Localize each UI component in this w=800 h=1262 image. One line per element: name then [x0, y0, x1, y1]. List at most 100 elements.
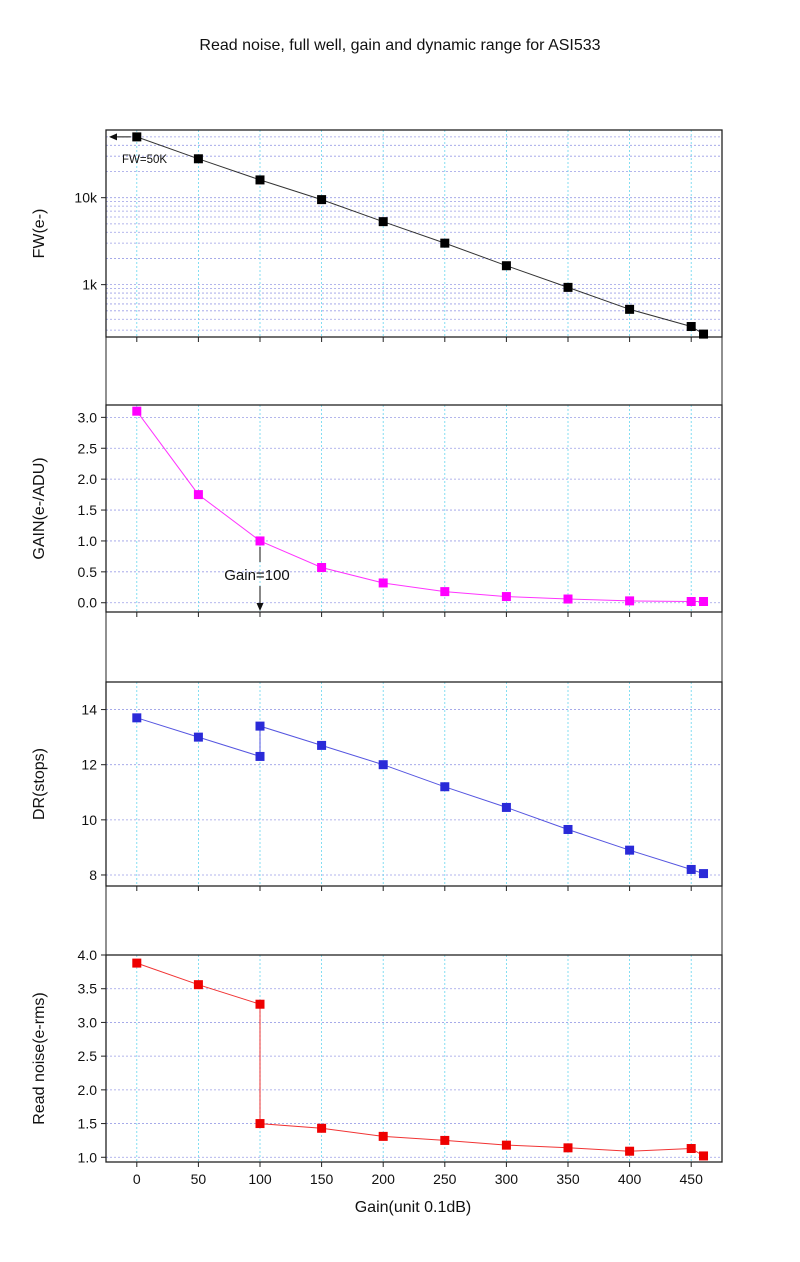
- y-axis-label: GAIN(e-/ADU): [31, 457, 48, 559]
- panel-gap-frame: [105, 611, 723, 683]
- panel-gap-frame: [105, 885, 723, 956]
- y-tick-label: 14: [81, 702, 97, 718]
- y-axis-label: Read noise(e-rms): [31, 992, 48, 1124]
- x-tick-label: 300: [495, 1171, 519, 1187]
- data-point: [625, 845, 635, 855]
- data-point: [255, 536, 265, 546]
- data-point: [378, 760, 388, 770]
- panel-gain: 0.0 0.5 1.0 1.5 2.0 2.5 3.0 GAIN(e-/ADU) Gain=10…: [31, 404, 723, 617]
- data-point: [563, 1143, 573, 1153]
- data-point: [317, 195, 327, 205]
- data-point: [255, 721, 265, 731]
- x-tick-label: 0: [133, 1171, 141, 1187]
- y-tick-label: 2.0: [78, 1082, 98, 1098]
- data-point: [625, 1146, 635, 1156]
- data-point: [440, 1135, 450, 1145]
- y-tick-label: 12: [81, 757, 97, 773]
- data-point: [699, 1151, 709, 1161]
- data-point: [699, 596, 709, 606]
- y-tick-label: 8: [89, 867, 97, 883]
- data-point: [563, 824, 573, 834]
- chart-title: Read noise, full well, gain and dynamic …: [199, 37, 600, 54]
- y-tick-label: 10k: [74, 190, 98, 206]
- y-tick-label: 4.0: [78, 947, 98, 963]
- data-point: [132, 958, 142, 968]
- data-point: [501, 261, 511, 271]
- y-tick-label: 2.0: [78, 471, 98, 487]
- plot-frame: [105, 404, 723, 613]
- x-axis-label: Gain(unit 0.1dB): [355, 1199, 472, 1216]
- y-tick-label: 2.5: [78, 1048, 98, 1064]
- data-point: [440, 587, 450, 597]
- data-point: [625, 596, 635, 606]
- x-tick-label: 400: [618, 1171, 642, 1187]
- data-point: [563, 282, 573, 292]
- annotation-arrowhead: [256, 603, 264, 611]
- x-tick-label: 50: [191, 1171, 207, 1187]
- data-point: [378, 1131, 388, 1141]
- data-point: [132, 132, 142, 142]
- series-line: [136, 410, 704, 602]
- data-point: [686, 864, 696, 874]
- data-point: [193, 154, 203, 164]
- data-point: [699, 329, 709, 339]
- panel-rn: 1.0 1.5 2.0 2.5 3.0 3.5 4.0 Read noise(e-rms): [31, 947, 723, 1167]
- y-tick-label: 1.0: [78, 1149, 98, 1165]
- annotation-arrowhead: [109, 133, 117, 141]
- y-tick-label: 3.0: [78, 1014, 98, 1030]
- y-tick-label: 3.5: [78, 981, 98, 997]
- x-tick-label: 200: [372, 1171, 396, 1187]
- panel-dr: 8 10 12 14 DR(stops): [31, 681, 723, 891]
- x-tick-label: 350: [556, 1171, 580, 1187]
- data-point: [255, 1119, 265, 1129]
- y-tick-label: 2.5: [78, 440, 98, 456]
- data-point: [132, 713, 142, 723]
- y-tick-label: 1k: [82, 277, 98, 293]
- x-tick-label: 250: [433, 1171, 457, 1187]
- data-point: [317, 740, 327, 750]
- data-point: [686, 322, 696, 332]
- data-point: [255, 999, 265, 1009]
- y-tick-label: 0.5: [78, 564, 98, 580]
- x-tick-label: 150: [310, 1171, 334, 1187]
- y-tick-label: 1.5: [78, 1116, 98, 1132]
- x-tick-label: 450: [680, 1171, 704, 1187]
- data-point: [625, 304, 635, 314]
- data-point: [193, 490, 203, 500]
- panel-gap-frame: [105, 336, 723, 406]
- x-tick-label: 100: [248, 1171, 272, 1187]
- y-tick-label: 1.5: [78, 502, 98, 518]
- data-point: [501, 1140, 511, 1150]
- annotation-fw: FW=50K: [122, 154, 167, 166]
- y-axis-label: DR(stops): [31, 748, 48, 820]
- data-point: [193, 732, 203, 742]
- series-line: [136, 962, 704, 1157]
- plot-frame: [105, 954, 723, 1163]
- data-point: [686, 1144, 696, 1154]
- data-point: [501, 592, 511, 602]
- data-point: [255, 175, 265, 185]
- panel-fw: 1k 10k FW(e-) FW=50K: [31, 129, 723, 342]
- data-point: [440, 238, 450, 248]
- y-tick-label: 1.0: [78, 533, 98, 549]
- y-tick-label: 10: [81, 812, 97, 828]
- data-point: [378, 217, 388, 227]
- series-line: [136, 136, 704, 335]
- data-point: [501, 802, 511, 812]
- data-point: [317, 563, 327, 573]
- data-point: [132, 406, 142, 416]
- y-tick-label: 0.0: [78, 595, 98, 611]
- series-line: [136, 717, 704, 875]
- plot-frame: [105, 681, 723, 887]
- data-point: [255, 751, 265, 761]
- data-point: [699, 869, 709, 879]
- annotation-gain: Gain=100: [224, 567, 289, 584]
- plot-frame: [105, 129, 723, 338]
- data-point: [440, 782, 450, 792]
- data-point: [317, 1123, 327, 1133]
- y-axis-label: FW(e-): [31, 209, 48, 259]
- y-tick-label: 3.0: [78, 409, 98, 425]
- data-point: [686, 596, 696, 606]
